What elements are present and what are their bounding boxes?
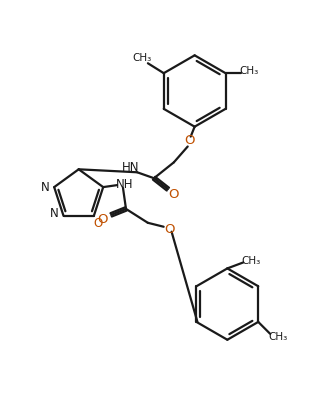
Text: NH: NH (116, 178, 134, 191)
Text: N: N (50, 207, 59, 220)
Text: CH₃: CH₃ (240, 66, 259, 76)
Text: CH₃: CH₃ (268, 332, 288, 342)
Text: N: N (41, 181, 50, 194)
Text: HN: HN (122, 161, 139, 174)
Text: O: O (164, 223, 175, 236)
Text: O: O (184, 134, 195, 147)
Text: O: O (93, 217, 102, 230)
Text: O: O (97, 213, 108, 226)
Text: CH₃: CH₃ (132, 53, 152, 63)
Text: CH₃: CH₃ (241, 256, 261, 266)
Text: O: O (169, 188, 179, 200)
